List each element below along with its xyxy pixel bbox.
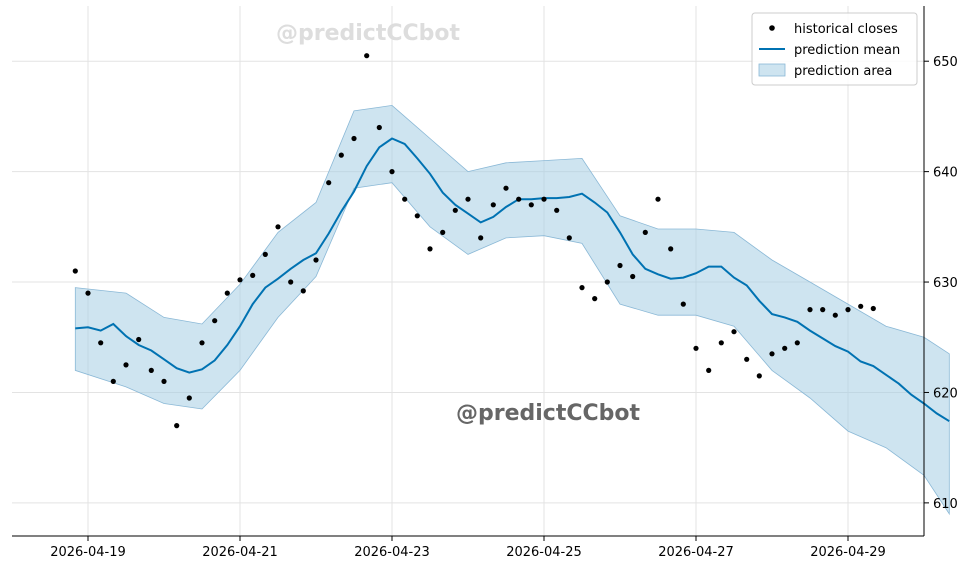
historical-close-point — [427, 246, 433, 252]
historical-close-point — [224, 290, 230, 296]
historical-close-point — [174, 423, 180, 429]
x-tick-label: 2026-04-23 — [354, 545, 430, 560]
prediction-mean-layer — [75, 137, 950, 423]
historical-close-point — [769, 351, 775, 357]
y-tick-label: 650 — [933, 55, 958, 70]
x-tick-label: 2026-04-25 — [506, 545, 582, 560]
historical-close-point — [465, 196, 471, 202]
historical-close-point — [275, 224, 281, 230]
legend-box — [751, 12, 918, 86]
historical-close-point — [528, 202, 534, 208]
prediction-mean-line — [75, 137, 950, 423]
historical-close-point — [794, 340, 800, 346]
historical-close-point — [858, 303, 864, 309]
historical-close-point — [288, 279, 294, 285]
historical-close-point — [554, 207, 560, 213]
historical-close-point — [706, 367, 712, 373]
y-tick-label: 610 — [933, 497, 958, 512]
historical-close-point — [110, 378, 116, 384]
historical-close-point — [313, 257, 319, 263]
historical-close-point — [820, 307, 826, 313]
legend-label: prediction mean — [794, 43, 900, 58]
y-tick-label: 630 — [933, 276, 958, 291]
historical-close-point — [402, 196, 408, 202]
historical-close-point — [123, 362, 129, 368]
historical-close-point — [85, 290, 91, 296]
legend: historical closes prediction mean predicti… — [751, 12, 918, 86]
historical-close-point — [668, 246, 674, 252]
historical-close-point — [604, 279, 610, 285]
historical-close-point — [136, 336, 142, 343]
historical-close-point — [655, 196, 661, 202]
historical-close-point — [212, 318, 218, 324]
x-tick-label: 2026-04-21 — [202, 545, 278, 560]
historical-close-point — [414, 213, 420, 219]
x-tick-label: 2026-04-19 — [50, 545, 126, 560]
historical-close-point — [782, 345, 788, 351]
x-tick-label: 2026-04-27 — [658, 545, 734, 560]
historical-close-point — [566, 235, 572, 241]
historical-close-point — [161, 378, 167, 384]
historical-close-point — [326, 180, 332, 186]
historical-close-point — [845, 307, 851, 313]
historical-closes-layer — [72, 53, 876, 429]
historical-close-point — [630, 273, 636, 280]
axes — [12, 6, 929, 541]
historical-close-point — [718, 340, 724, 346]
legend-marker-historical — [769, 25, 775, 31]
historical-close-point — [503, 185, 509, 191]
prediction-area — [74, 104, 950, 516]
historical-close-point — [376, 124, 382, 131]
historical-close-point — [490, 202, 496, 208]
x-tick-label: 2026-04-29 — [810, 545, 886, 560]
historical-close-point — [807, 307, 813, 313]
prediction-area-layer — [74, 104, 950, 516]
legend-marker-area — [758, 63, 786, 77]
historical-close-point — [744, 356, 750, 362]
historical-close-point — [389, 169, 395, 175]
historical-close-point — [338, 152, 344, 158]
historical-close-point — [617, 262, 623, 269]
historical-close-point — [731, 329, 737, 335]
historical-close-point — [250, 272, 256, 278]
watermark-faint: @predictCCbot — [276, 21, 461, 46]
historical-close-point — [541, 196, 547, 202]
historical-close-point — [72, 268, 78, 274]
historical-close-point — [440, 229, 446, 235]
historical-close-point — [98, 340, 104, 346]
historical-close-point — [452, 207, 458, 213]
historical-close-point — [186, 395, 192, 401]
y-tick-label: 620 — [933, 386, 958, 401]
historical-close-point — [642, 229, 648, 235]
historical-close-point — [199, 340, 205, 346]
historical-close-point — [756, 373, 762, 379]
watermark: @predictCCbot — [456, 401, 641, 426]
y-tick-label: 640 — [933, 166, 958, 181]
historical-close-point — [237, 277, 243, 283]
historical-close-point — [148, 367, 154, 373]
historical-close-point — [693, 345, 699, 351]
historical-close-point — [516, 196, 522, 202]
historical-close-point — [832, 312, 838, 318]
historical-close-point — [592, 296, 598, 302]
historical-close-point — [478, 235, 484, 241]
historical-close-point — [262, 251, 268, 257]
historical-close-point — [680, 301, 686, 307]
historical-close-point — [364, 53, 370, 59]
historical-close-point — [300, 288, 306, 294]
legend-label: historical closes — [794, 22, 898, 37]
historical-close-point — [351, 135, 357, 142]
legend-label: prediction area — [794, 64, 892, 79]
historical-close-point — [579, 285, 585, 291]
historical-close-point — [870, 305, 876, 312]
tick-labels: 2026-04-19 2026-04-21 2026-04-23 2026-04-25… — [50, 55, 958, 560]
